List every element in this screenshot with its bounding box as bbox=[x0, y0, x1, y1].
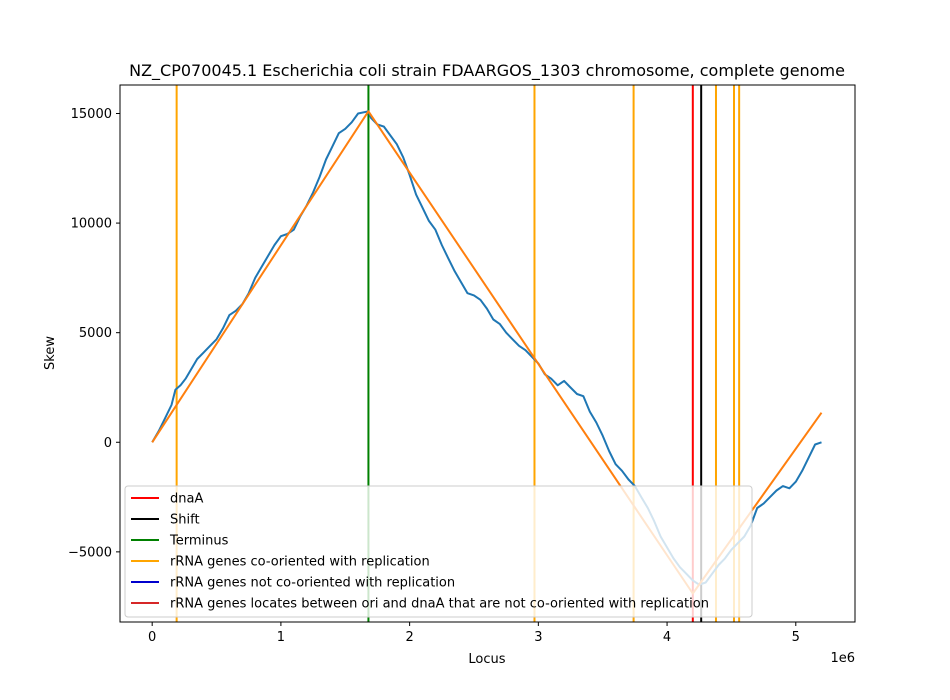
y-tick-label: 10000 bbox=[71, 217, 112, 232]
legend-label: Terminus bbox=[169, 534, 229, 549]
y-tick-label: 15000 bbox=[71, 107, 112, 122]
x-tick-label: 5 bbox=[792, 630, 800, 645]
legend: dnaA Shift Terminus rRNA genes co-oriented … bbox=[124, 485, 753, 618]
y-tick-label: 5000 bbox=[79, 326, 112, 341]
x-tick-label: 1 bbox=[277, 630, 285, 645]
y-tick-label: −5000 bbox=[68, 545, 112, 560]
x-tick-label: 4 bbox=[663, 630, 671, 645]
y-tick-label: 0 bbox=[104, 436, 112, 451]
x-axis-offset-label: 1e6 bbox=[830, 651, 855, 666]
legend-entry: rRNA genes co-oriented with replication bbox=[131, 555, 430, 570]
legend-entry: rRNA genes not co-oriented with replicat… bbox=[131, 576, 455, 591]
y-axis: −5000 0 5000 10000 15000 bbox=[68, 107, 120, 560]
x-axis: 0 1 2 3 4 5 bbox=[148, 622, 800, 645]
x-tick-label: 3 bbox=[534, 630, 542, 645]
legend-entry: dnaA bbox=[131, 492, 203, 507]
legend-label: dnaA bbox=[170, 492, 203, 507]
legend-label: rRNA genes co-oriented with replication bbox=[170, 555, 430, 570]
legend-box bbox=[124, 485, 753, 618]
axes-frame bbox=[119, 84, 856, 623]
x-axis-label: Locus bbox=[468, 652, 505, 667]
x-tick-label: 0 bbox=[148, 630, 156, 645]
legend-label: Shift bbox=[170, 513, 200, 528]
x-tick-label: 2 bbox=[405, 630, 413, 645]
legend-entry: Terminus bbox=[131, 534, 229, 549]
legend-label: rRNA genes not co-oriented with replicat… bbox=[170, 576, 455, 591]
legend-entry: rRNA genes locates between ori and dnaA … bbox=[131, 597, 709, 612]
chart-title: NZ_CP070045.1 Escherichia coli strain FD… bbox=[129, 61, 845, 81]
legend-entry: Shift bbox=[131, 513, 200, 528]
legend-label: rRNA genes locates between ori and dnaA … bbox=[170, 597, 709, 612]
series-line-1 bbox=[151, 110, 823, 595]
y-axis-label: Skew bbox=[43, 336, 58, 370]
